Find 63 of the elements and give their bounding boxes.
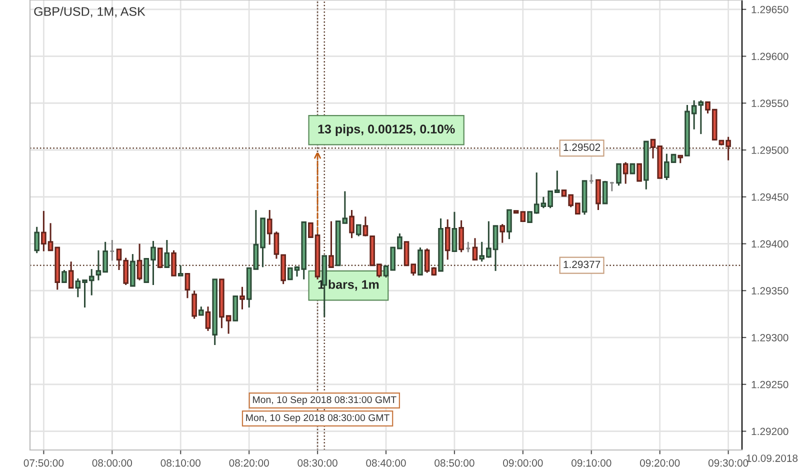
candlestick: [178, 264, 184, 276]
annotation: 13 pips, 0.00125, 0.10%: [318, 124, 455, 136]
candlestick: [506, 209, 512, 240]
candlestick: [500, 223, 506, 244]
x-tick-label: 09:30:00: [708, 459, 748, 467]
y-tick-label: 1.29600: [752, 52, 788, 60]
candlestick: [184, 272, 190, 299]
candlestick: [328, 220, 334, 268]
y-tick-label: 1.29650: [752, 6, 788, 14]
candlestick: [622, 161, 628, 185]
ref-line-label: 1.29502: [564, 144, 600, 151]
ref-line-label: 1.29377: [564, 260, 600, 268]
y-tick-label: 1.29200: [752, 428, 788, 436]
y-tick-label: 1.29250: [752, 380, 788, 388]
candlestick: [164, 239, 170, 268]
x-tick-label: 09:20:00: [640, 459, 680, 467]
x-tick-label: 09:00:00: [503, 459, 543, 467]
ref-line-label: Mon, 10 Sep 2018 08:31:00 GMT: [253, 396, 396, 406]
candlestick: [62, 269, 67, 283]
candlestick: [609, 181, 615, 192]
x-tick-label: 08:50:00: [434, 459, 474, 467]
candlestick: [68, 260, 74, 289]
y-tick-label: 1.29350: [752, 287, 788, 294]
candlestick: [205, 306, 211, 332]
candlestick: [157, 248, 163, 269]
candlestick: [424, 248, 430, 274]
y-tick-label: 1.29500: [752, 146, 788, 154]
x-tick-label: 08:10:00: [160, 459, 200, 467]
ref-line-label: Mon, 10 Sep 2018 08:30:00 GMT: [246, 414, 390, 424]
candlestick: [240, 286, 245, 310]
x-tick-label: 09:10:00: [572, 459, 612, 467]
candlestick: [466, 241, 471, 253]
candlestick: [356, 224, 362, 238]
candlestick: [342, 190, 348, 224]
candlestick: [520, 211, 526, 222]
candlestick: [602, 180, 608, 204]
candlestick: [110, 239, 115, 262]
y-tick-label: 1.29550: [752, 100, 788, 107]
x-tick-label: 08:40:00: [366, 459, 406, 467]
text: 10.09.2018: [746, 454, 798, 462]
x-tick-label: 08:30:00: [298, 459, 338, 467]
candlestick: [472, 237, 478, 260]
candlestick: [171, 250, 176, 276]
candlestick: [136, 242, 142, 282]
candlestick: [452, 211, 458, 252]
candlestick: [192, 290, 197, 320]
x-tick-label: 08:20:00: [229, 459, 269, 467]
candlestick: [349, 209, 354, 239]
x-tick-label: 08:00:00: [92, 459, 132, 467]
candlestick: [616, 163, 622, 186]
candlestick: [588, 174, 594, 185]
candlestick: [458, 220, 464, 253]
candlestick: [596, 179, 601, 211]
candlestick: [444, 218, 450, 260]
candlestick: [636, 163, 642, 182]
x-tick-label: 07:50:00: [24, 459, 64, 467]
candlestick: [34, 226, 40, 254]
y-tick-label: 1.29450: [752, 193, 788, 201]
candlestick: [698, 100, 704, 135]
candlestick: [630, 163, 636, 174]
y-tick-label: 1.29300: [752, 334, 788, 342]
y-tick-label: 1.29400: [752, 240, 788, 248]
chart-title: GBP/USD, 1M, ASK: [34, 6, 146, 18]
